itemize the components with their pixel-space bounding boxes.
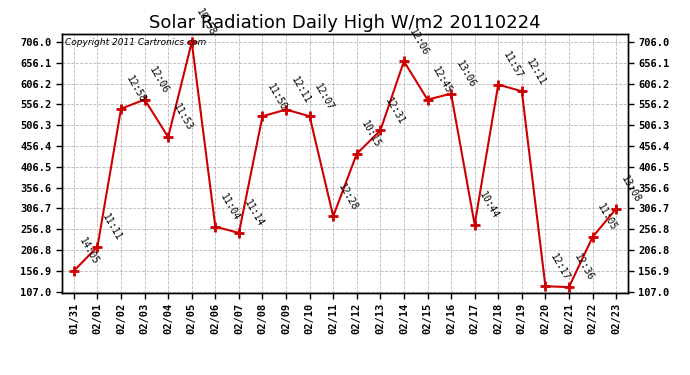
Text: 12:06: 12:06 (148, 65, 170, 95)
Text: 12:11: 12:11 (289, 75, 312, 105)
Text: 12:06: 12:06 (406, 27, 430, 57)
Title: Solar Radiation Daily High W/m2 20110224: Solar Radiation Daily High W/m2 20110224 (149, 14, 541, 32)
Text: 10:44: 10:44 (477, 190, 501, 220)
Text: 10:15: 10:15 (359, 119, 383, 150)
Text: 12:28: 12:28 (336, 182, 359, 212)
Text: 12:31: 12:31 (383, 96, 406, 126)
Text: 12:45: 12:45 (431, 65, 453, 95)
Text: 11:53: 11:53 (171, 102, 195, 133)
Text: 11:57: 11:57 (501, 50, 524, 80)
Text: 12:07: 12:07 (313, 82, 336, 112)
Text: 11:14: 11:14 (241, 198, 265, 229)
Text: 11:05: 11:05 (595, 202, 619, 233)
Text: 11:04: 11:04 (218, 192, 241, 222)
Text: 13:08: 13:08 (619, 174, 642, 205)
Text: 12:36: 12:36 (572, 252, 595, 283)
Text: 13:06: 13:06 (454, 59, 477, 90)
Text: 14:05: 14:05 (77, 236, 100, 267)
Text: 12:58: 12:58 (124, 74, 147, 105)
Text: 12:11: 12:11 (524, 57, 548, 87)
Text: 12:17: 12:17 (548, 252, 571, 282)
Text: 11:11: 11:11 (100, 212, 124, 243)
Text: 10:58: 10:58 (195, 8, 218, 38)
Text: 11:50: 11:50 (265, 82, 288, 112)
Text: Copyright 2011 Cartronics.com: Copyright 2011 Cartronics.com (65, 38, 206, 46)
